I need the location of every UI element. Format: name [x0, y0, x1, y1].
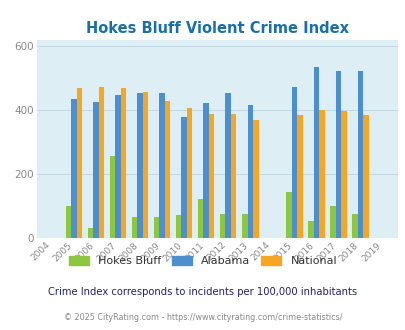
Bar — [335, 71, 340, 238]
Bar — [362, 115, 368, 238]
Bar — [286, 192, 291, 238]
Bar — [132, 217, 137, 238]
Bar — [66, 206, 71, 238]
Bar — [340, 111, 346, 238]
Text: © 2025 CityRating.com - https://www.cityrating.com/crime-statistics/: © 2025 CityRating.com - https://www.city… — [64, 313, 341, 322]
Bar — [247, 105, 252, 238]
Bar — [296, 115, 302, 238]
Legend: Hokes Bluff, Alabama, National: Hokes Bluff, Alabama, National — [64, 251, 341, 271]
Bar — [209, 114, 214, 238]
Bar — [121, 88, 126, 238]
Bar — [87, 228, 93, 238]
Bar — [153, 217, 159, 238]
Bar — [313, 67, 318, 238]
Bar — [225, 93, 230, 238]
Bar — [159, 93, 164, 238]
Bar — [203, 103, 209, 238]
Bar — [137, 93, 143, 238]
Bar — [291, 86, 296, 238]
Bar — [241, 214, 247, 238]
Bar — [186, 108, 192, 238]
Bar — [77, 88, 82, 238]
Bar — [307, 221, 313, 238]
Bar — [71, 99, 77, 238]
Bar — [220, 214, 225, 238]
Bar — [357, 71, 362, 238]
Bar — [93, 102, 98, 238]
Title: Hokes Bluff Violent Crime Index: Hokes Bluff Violent Crime Index — [85, 21, 348, 36]
Bar — [109, 156, 115, 238]
Bar — [318, 111, 324, 238]
Text: Crime Index corresponds to incidents per 100,000 inhabitants: Crime Index corresponds to incidents per… — [48, 287, 357, 297]
Bar — [143, 92, 148, 238]
Bar — [164, 101, 170, 238]
Bar — [98, 86, 104, 238]
Bar — [351, 214, 357, 238]
Bar — [230, 114, 236, 238]
Bar — [252, 120, 258, 238]
Bar — [198, 199, 203, 238]
Bar — [181, 116, 186, 238]
Bar — [175, 215, 181, 238]
Bar — [329, 206, 335, 238]
Bar — [115, 95, 121, 238]
